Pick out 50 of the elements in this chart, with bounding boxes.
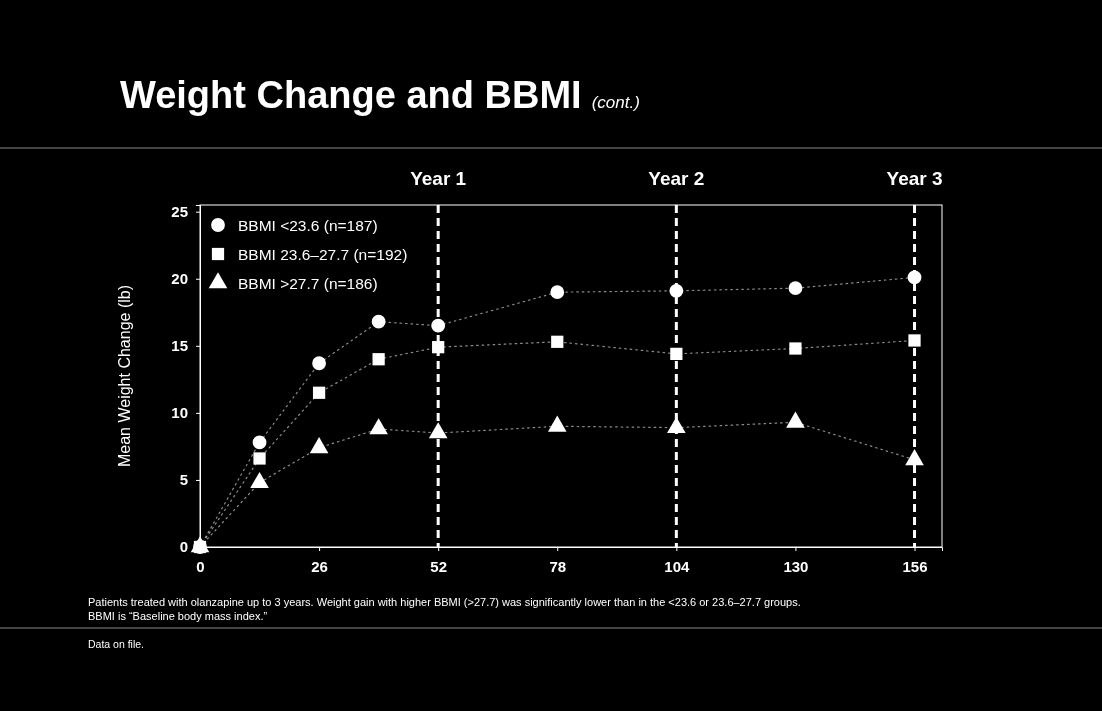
point [250,471,269,488]
chart-title: Weight Change and BBMI [120,74,582,116]
point [312,356,326,371]
y-tick-label: 0 [179,538,188,556]
point [253,452,266,465]
point [309,437,329,454]
point [428,422,448,439]
point [905,449,924,466]
legend-label: BBMI 23.6–27.7 (n=192) [238,246,408,263]
text: Data on file. [88,638,145,650]
point [667,416,686,434]
point [432,341,445,354]
chart-subtitle: (cont.) [591,93,640,112]
x-tick-label: 0 [196,557,205,575]
y-tick-label: 5 [179,471,188,489]
y-tick-label: 15 [171,337,188,355]
point [789,342,802,355]
point [372,353,385,366]
ref-line-label: Year 1 [410,168,467,189]
text: Patients treated with olanzapine up to 3 years. Weight gain with higher BBMI (>27.7) was significantly lower than in the <23.6 or 23.6–27.7 groups. [88,596,801,608]
y-tick-label: 20 [171,270,188,288]
point [907,270,922,285]
point [190,536,210,553]
point [669,283,684,298]
legend-label: BBMI >27.7 (n=186) [238,275,378,292]
x-tick-label: 156 [902,557,928,575]
point [431,318,446,333]
point [908,334,921,347]
point [788,281,803,296]
x-tick-label: 104 [664,557,691,575]
point [547,415,567,432]
point [312,386,326,399]
ref-line-label: Year 2 [648,168,705,189]
x-tick-label: 78 [549,557,567,575]
text: BBMI is “Baseline body mass index.” [88,610,268,622]
point [369,418,388,435]
y-tick-label: 10 [171,404,188,422]
legend-label: BBMI <23.6 (n=187) [238,217,378,234]
point [252,435,267,450]
point [371,314,386,329]
x-tick-label: 52 [430,557,448,575]
x-tick-label: 130 [783,557,809,575]
ref-line-label: Year 3 [886,168,943,189]
y-tick-label: 25 [171,203,188,221]
point [551,335,564,348]
point [786,411,805,428]
point [670,347,683,360]
x-tick-label: 26 [311,557,328,575]
point [550,285,565,300]
y-axis-title: Mean Weight Change (lb) [116,284,133,468]
